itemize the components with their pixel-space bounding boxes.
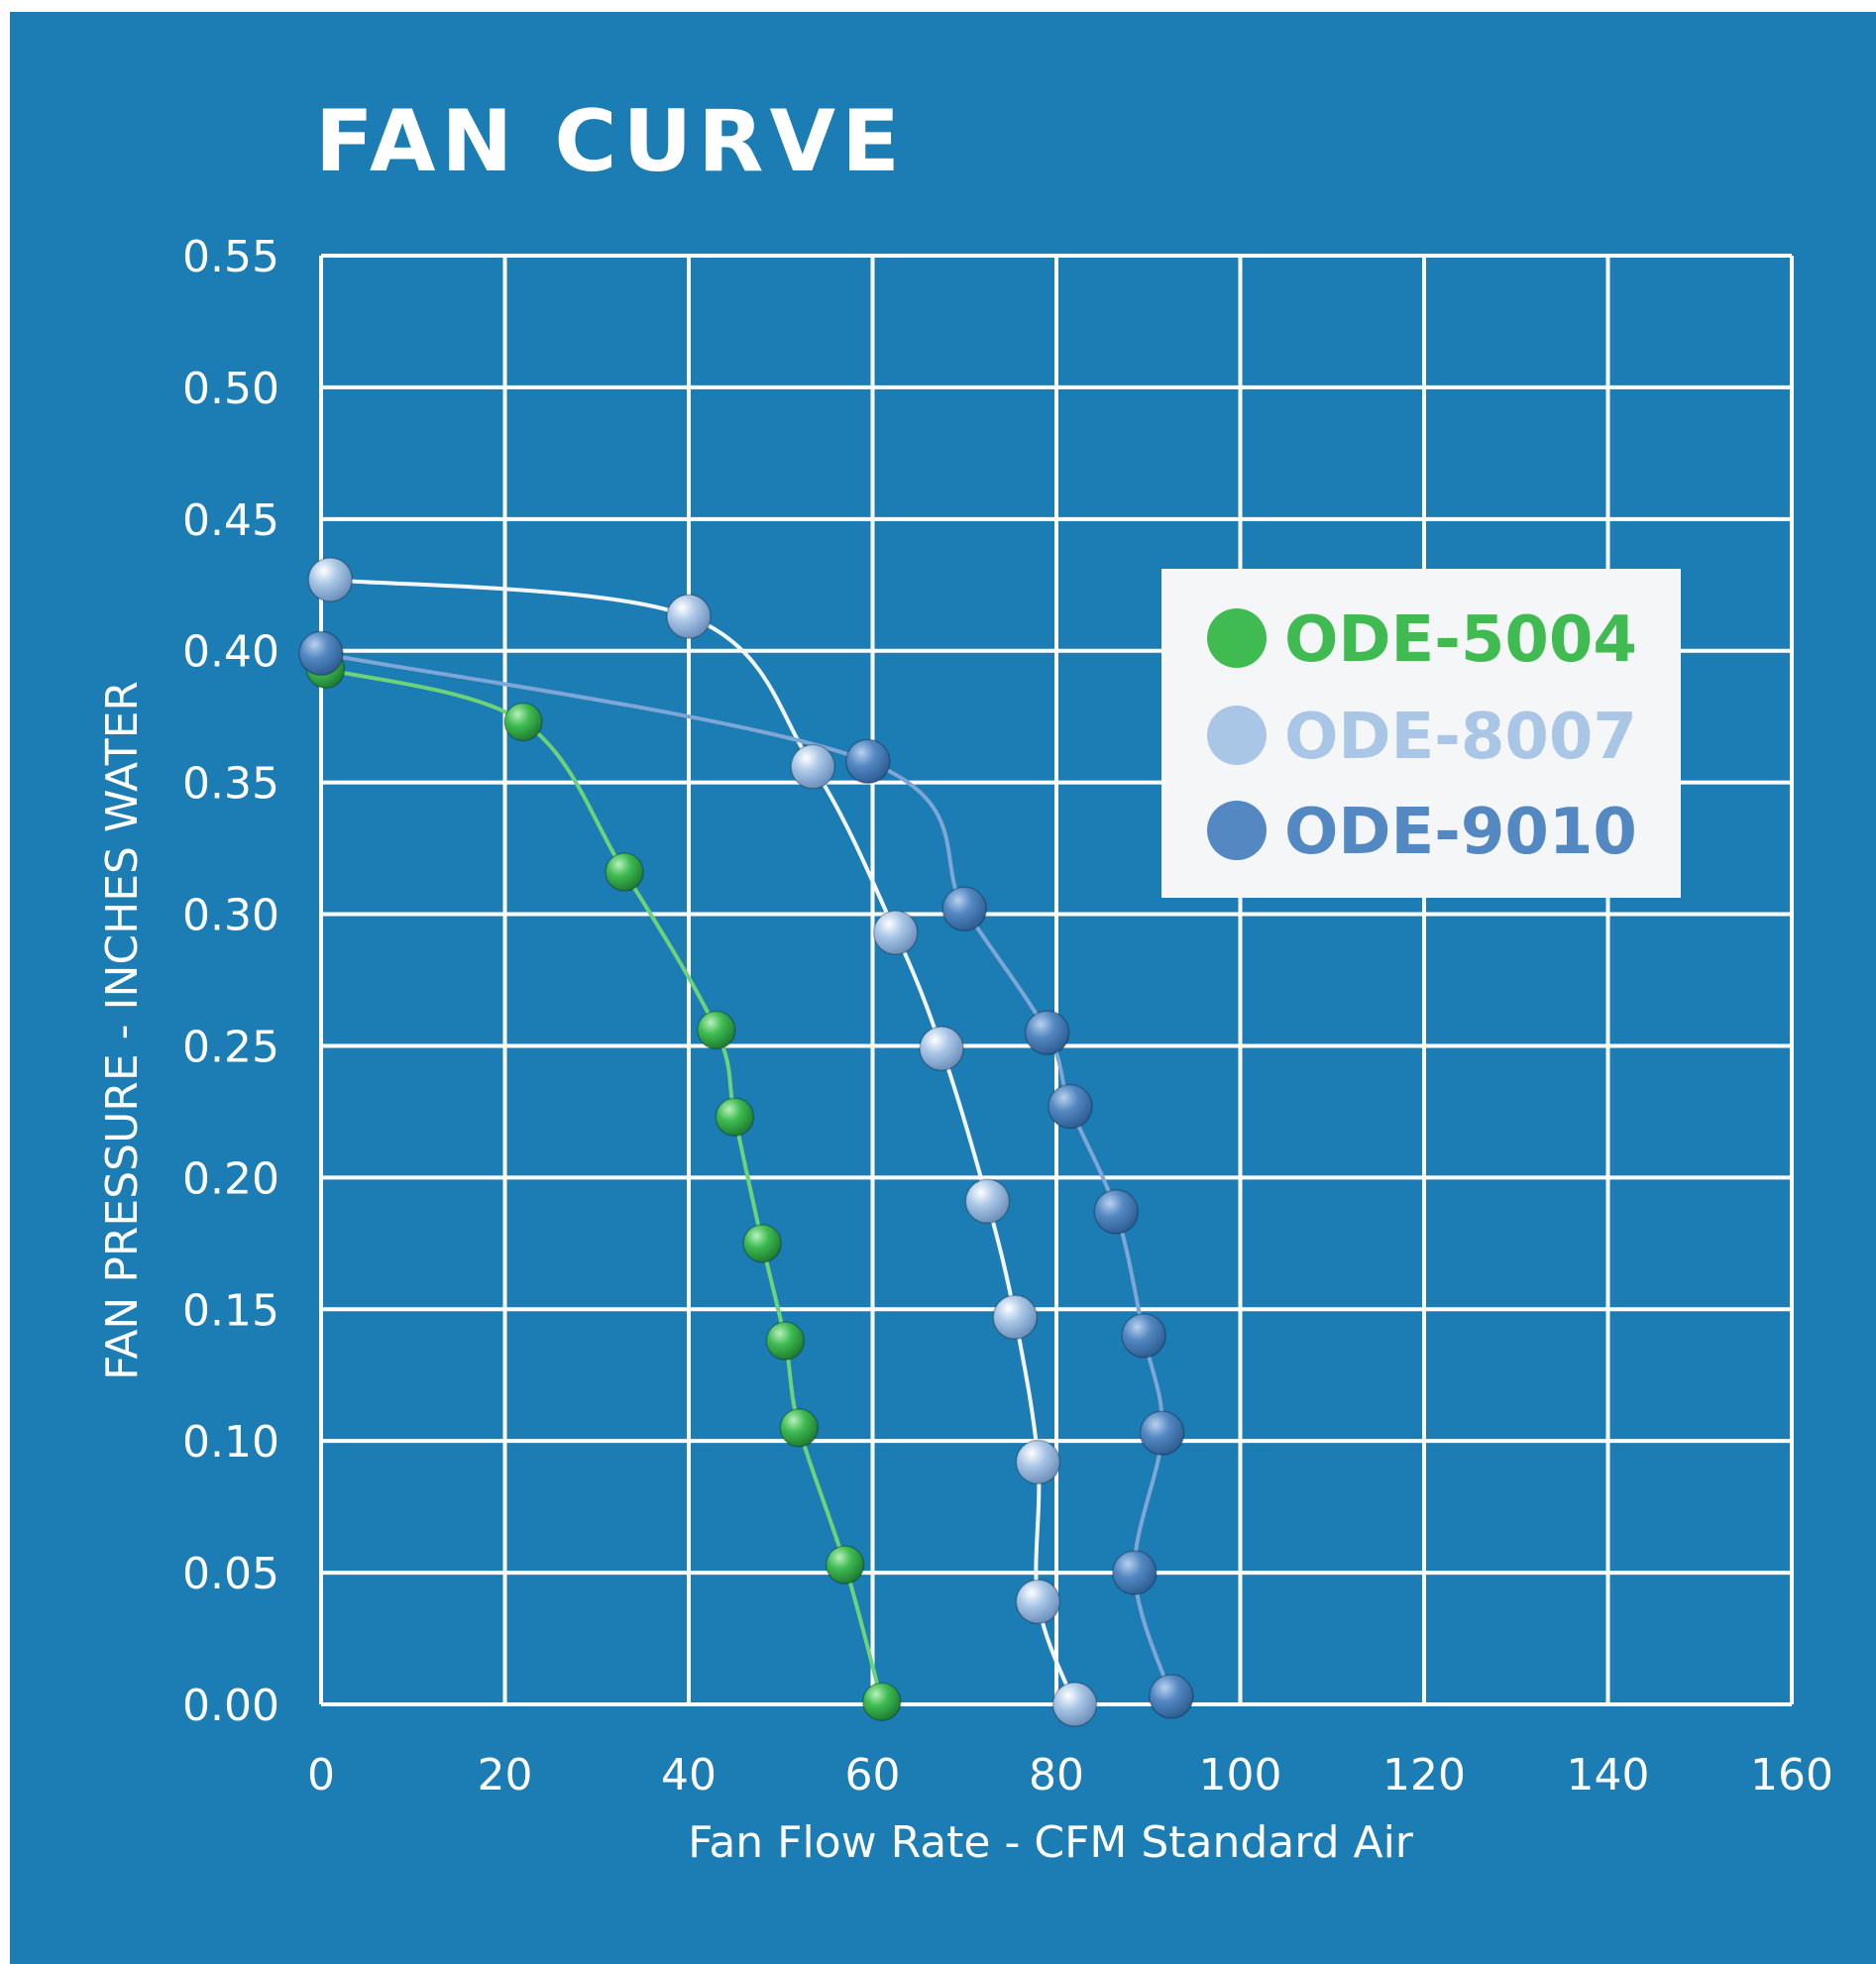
- y-tick-label: 0.45: [182, 495, 279, 546]
- point-ode-9010-6: [1121, 1313, 1166, 1359]
- y-tick-label: 0.25: [182, 1022, 279, 1072]
- grid: [319, 254, 1794, 1706]
- legend-label-ode-9010: ODE-9010: [1284, 796, 1637, 869]
- y-tick-label: 0.00: [182, 1681, 279, 1731]
- point-ode-9010-4: [1048, 1083, 1093, 1130]
- point-ode-8007-5: [964, 1178, 1011, 1225]
- point-ode-8007-1: [666, 594, 712, 639]
- legend-marker-ode-9010: [1207, 801, 1267, 860]
- legend-label-ode-5004: ODE-5004: [1284, 603, 1637, 677]
- y-tick-label: 0.15: [182, 1285, 279, 1336]
- point-ode-9010-8: [1112, 1550, 1158, 1595]
- y-tick-label: 0.30: [182, 891, 279, 941]
- legend-marker-ode-8007: [1207, 706, 1267, 765]
- legend-label-ode-8007: ODE-8007: [1284, 701, 1637, 774]
- point-ode-5004-1: [503, 702, 543, 742]
- x-tick-label: 140: [1567, 1750, 1650, 1800]
- x-axis-ticks: 0 20 40 60 80 100 120 140 160: [307, 1750, 1833, 1800]
- point-ode-8007-7: [1015, 1439, 1061, 1485]
- y-tick-label: 0.55: [182, 232, 279, 282]
- x-tick-label: 20: [478, 1750, 533, 1800]
- y-axis-ticks: 0.55 0.50 0.45 0.40 0.35 0.30 0.25 0.20 0.15 0.10…: [182, 232, 279, 1731]
- y-tick-label: 0.05: [182, 1549, 279, 1599]
- point-ode-8007-2: [790, 743, 835, 790]
- x-tick-label: 80: [1029, 1750, 1084, 1800]
- point-ode-8007-0: [307, 557, 354, 602]
- point-ode-5004-6: [765, 1321, 806, 1361]
- point-ode-5004-4: [715, 1097, 755, 1137]
- y-tick-label: 0.50: [182, 364, 279, 414]
- point-ode-8007-8: [1015, 1579, 1061, 1625]
- point-ode-9010-2: [941, 886, 987, 931]
- point-ode-5004-8: [825, 1545, 865, 1584]
- series-line-ode-8007: [330, 577, 1077, 1705]
- series-layer: [298, 557, 1194, 1727]
- y-tick-label: 0.40: [182, 627, 279, 678]
- point-ode-9010-5: [1093, 1189, 1140, 1235]
- y-tick-label: 0.20: [182, 1153, 279, 1204]
- point-ode-5004-5: [742, 1224, 782, 1263]
- point-ode-8007-4: [919, 1026, 964, 1071]
- point-ode-8007-9: [1051, 1682, 1098, 1727]
- point-ode-9010-3: [1024, 1010, 1070, 1055]
- point-ode-8007-3: [872, 910, 919, 955]
- point-ode-5004-3: [697, 1010, 736, 1050]
- x-tick-label: 40: [661, 1750, 717, 1800]
- legend: ODE-5004 ODE-8007 ODE-9010: [1161, 569, 1681, 898]
- x-tick-label: 120: [1382, 1750, 1466, 1800]
- point-ode-5004-7: [779, 1408, 820, 1448]
- legend-marker-ode-5004: [1207, 608, 1267, 668]
- point-ode-9010-7: [1139, 1410, 1185, 1456]
- x-tick-label: 60: [845, 1750, 901, 1800]
- y-tick-label: 0.10: [182, 1417, 279, 1468]
- x-tick-label: 0: [307, 1750, 335, 1800]
- x-tick-label: 160: [1750, 1750, 1833, 1800]
- point-ode-9010-9: [1149, 1674, 1194, 1719]
- series-line-ode-5004: [325, 667, 884, 1702]
- point-ode-5004-2: [605, 852, 644, 892]
- y-axis-label: FAN PRESSURE - INCHES WATER: [97, 681, 148, 1380]
- point-ode-8007-6: [992, 1294, 1039, 1340]
- point-ode-9010-1: [845, 738, 891, 785]
- x-tick-label: 100: [1199, 1750, 1282, 1800]
- point-ode-5004-9: [862, 1682, 902, 1722]
- x-axis-label: Fan Flow Rate - CFM Standard Air: [688, 1817, 1414, 1868]
- point-ode-9010-0: [298, 630, 344, 677]
- chart-title: FAN CURVE: [315, 92, 906, 191]
- y-tick-label: 0.35: [182, 759, 279, 810]
